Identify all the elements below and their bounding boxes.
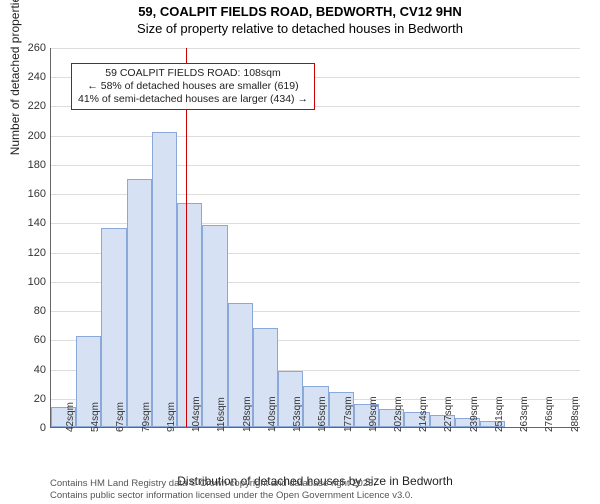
y-tick-label: 20	[18, 393, 46, 405]
y-tick-label: 200	[18, 130, 46, 142]
y-tick-label: 160	[18, 188, 46, 200]
y-tick-label: 120	[18, 247, 46, 259]
x-tick-label: 263sqm	[519, 396, 530, 432]
attribution-footer: Contains HM Land Registry data © Crown c…	[50, 478, 413, 502]
gridline	[51, 165, 580, 166]
x-tick-label: 227sqm	[443, 396, 454, 432]
y-tick-label: 40	[18, 364, 46, 376]
histogram-chart: Number of detached properties 0204060801…	[50, 48, 580, 444]
y-tick-label: 100	[18, 276, 46, 288]
x-tick-label: 288sqm	[570, 396, 581, 432]
x-tick-label: 42sqm	[65, 402, 76, 432]
x-tick-label: 128sqm	[242, 396, 253, 432]
x-tick-label: 251sqm	[494, 396, 505, 432]
x-tick-label: 153sqm	[292, 396, 303, 432]
x-tick-label: 239sqm	[469, 396, 480, 432]
footer-line: Contains public sector information licen…	[50, 490, 413, 502]
annotation-line: 59 COALPIT FIELDS ROAD: 108sqm	[78, 67, 308, 80]
annotation-box: 59 COALPIT FIELDS ROAD: 108sqm← 58% of d…	[71, 63, 315, 110]
x-tick-label: 67sqm	[115, 402, 126, 432]
x-tick-label: 276sqm	[544, 396, 555, 432]
x-tick-label: 116sqm	[216, 397, 227, 432]
y-tick-label: 0	[18, 422, 46, 434]
histogram-bar	[127, 179, 152, 427]
x-tick-label: 165sqm	[317, 396, 328, 432]
plot-area: 02040608010012014016018020022024026042sq…	[50, 48, 580, 428]
x-tick-label: 190sqm	[368, 396, 379, 432]
x-tick-label: 91sqm	[166, 402, 177, 432]
gridline	[51, 48, 580, 49]
y-tick-label: 260	[18, 42, 46, 54]
x-tick-label: 202sqm	[393, 396, 404, 432]
x-tick-label: 54sqm	[90, 402, 101, 432]
annotation-line: ← 58% of detached houses are smaller (61…	[78, 80, 308, 93]
histogram-bar	[101, 228, 126, 427]
y-tick-label: 240	[18, 71, 46, 83]
x-tick-label: 214sqm	[418, 396, 429, 432]
y-tick-label: 60	[18, 334, 46, 346]
histogram-bar	[177, 203, 202, 427]
page-subtitle: Size of property relative to detached ho…	[0, 21, 600, 36]
page-title: 59, COALPIT FIELDS ROAD, BEDWORTH, CV12 …	[0, 4, 600, 19]
x-tick-label: 177sqm	[343, 396, 354, 432]
y-tick-label: 80	[18, 305, 46, 317]
y-tick-label: 140	[18, 217, 46, 229]
x-tick-label: 140sqm	[267, 396, 278, 432]
histogram-bar	[152, 132, 177, 427]
x-tick-label: 104sqm	[191, 396, 202, 432]
footer-line: Contains HM Land Registry data © Crown c…	[50, 478, 413, 490]
x-tick-label: 79sqm	[141, 402, 152, 432]
y-tick-label: 180	[18, 159, 46, 171]
gridline	[51, 136, 580, 137]
annotation-line: 41% of semi-detached houses are larger (…	[78, 93, 308, 106]
y-tick-label: 220	[18, 100, 46, 112]
